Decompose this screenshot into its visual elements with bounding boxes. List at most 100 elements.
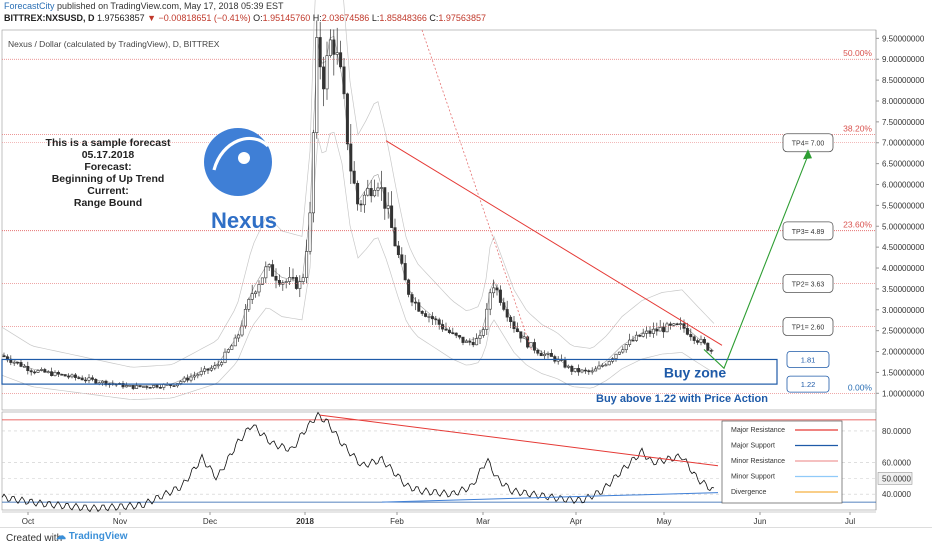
candle-body (186, 377, 190, 381)
time-tick-label: Jun (754, 517, 767, 526)
candle-body (349, 143, 353, 172)
candle-body (519, 331, 523, 339)
take-profit-text: TP2= 3.63 (792, 281, 825, 288)
candle-body (539, 352, 543, 357)
candle-body (502, 302, 506, 310)
close-value: 1.97563857 (438, 13, 486, 23)
candle-body (328, 39, 332, 56)
candle-body (492, 287, 496, 294)
candle-body (138, 385, 142, 387)
candle-body (373, 189, 377, 197)
candle-body (682, 323, 686, 329)
candle-body (196, 374, 200, 377)
legend-item-label: Minor Support (731, 474, 775, 481)
candle-body (50, 371, 54, 376)
price-tick-label: 9.50000000 (882, 34, 925, 43)
nexus-logo-icon (204, 128, 272, 196)
tradingview-logo[interactable]: ☁ TradingView (56, 531, 128, 542)
candle-body (332, 39, 336, 55)
candle-body (33, 371, 37, 374)
candle-body (131, 385, 135, 389)
candle-body (325, 55, 329, 90)
candle-body (135, 385, 139, 389)
candle-body (145, 386, 149, 388)
nexus-logo-dot (238, 152, 250, 164)
candle-body (386, 205, 390, 209)
time-tick-label: Mar (476, 517, 490, 526)
candle-body (60, 373, 64, 376)
candle-body (458, 335, 462, 338)
candle-body (628, 339, 632, 345)
candle-body (67, 375, 71, 378)
time-tick-label: Dec (203, 517, 217, 526)
tradingview-label: TradingView (68, 531, 128, 542)
candle-body (158, 386, 162, 389)
candle-body (277, 279, 281, 285)
candle-body (529, 342, 533, 348)
high-label: H: (312, 13, 322, 23)
rsi-tick-label: 60.0000 (882, 459, 911, 468)
fib-level-label: 0.00% (848, 382, 873, 392)
candle-body (495, 287, 499, 291)
forecast-arrow-line (703, 155, 809, 370)
fib-level-label: 23.60% (843, 219, 872, 229)
candle-body (237, 334, 241, 339)
candle-body (444, 328, 448, 331)
candle-body (155, 385, 159, 388)
upper-band-line (1, 0, 715, 368)
candle-body (294, 277, 298, 289)
forecast-text-line: Forecast: (84, 161, 131, 173)
candle-body (447, 329, 451, 333)
forecast-arrowhead (803, 149, 812, 160)
price-change: −0.00818651 (−0.41%) (158, 13, 251, 23)
price-tick-label: 7.00000000 (882, 139, 925, 148)
forecast-text-line: 05.17.2018 (82, 149, 135, 161)
symbol-label: BITTREX:NXSUSD, D (4, 13, 95, 23)
candle-body (662, 327, 666, 333)
candle-body (271, 264, 275, 277)
candle-body (509, 316, 513, 323)
candle-body (305, 251, 309, 278)
candle-body (233, 337, 237, 347)
candle-body (315, 37, 319, 134)
candle-body (77, 377, 81, 379)
candle-body (247, 299, 251, 310)
price-tick-label: 8.50000000 (882, 76, 925, 85)
candle-body (563, 360, 567, 368)
chart-title: Nexus / Dollar (calculated by TradingVie… (8, 39, 220, 49)
candle-body (577, 368, 581, 373)
candle-body (322, 66, 326, 90)
rsi-level-badge (877, 472, 913, 485)
candle-body (383, 187, 387, 209)
candle-body (199, 371, 203, 375)
candle-body (339, 52, 343, 68)
down-arrow-icon: ▼ (147, 13, 157, 23)
candle-body (2, 355, 6, 358)
candle-body (393, 227, 397, 247)
forecast-text-line: Current: (87, 185, 128, 197)
price-tick-label: 7.50000000 (882, 118, 925, 127)
candle-body (230, 345, 234, 350)
candle-body (223, 351, 227, 363)
candle-body (73, 374, 77, 378)
brand-link[interactable]: ForecastCity (4, 1, 55, 11)
candle-body (43, 369, 47, 373)
candle-body (298, 281, 302, 289)
legend-item-label: Divergence (731, 489, 767, 496)
candle-body (342, 66, 346, 95)
open-label: O: (253, 13, 263, 23)
price-tick-label: 4.00000000 (882, 264, 925, 273)
candle-body (665, 323, 669, 333)
price-tick-label: 2.50000000 (882, 327, 925, 336)
candle-body (583, 369, 587, 372)
candle-body (274, 275, 278, 281)
time-tick-label: 2018 (296, 517, 314, 526)
candle-body (672, 323, 676, 326)
candle-body (699, 338, 703, 343)
candle-body (90, 377, 94, 380)
candle-body (362, 194, 366, 206)
candle-body (63, 374, 67, 377)
candle-body (243, 309, 247, 327)
candle-body (366, 188, 370, 196)
candle-body (702, 338, 706, 344)
